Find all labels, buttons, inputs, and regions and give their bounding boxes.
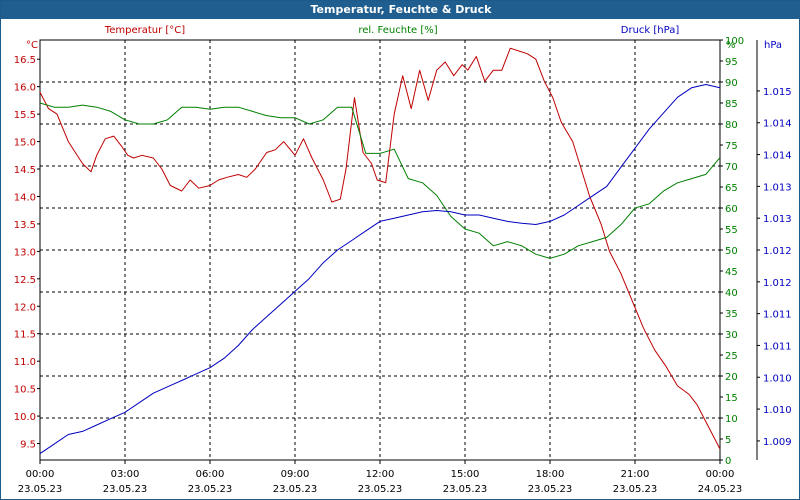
humidity-series-label: rel. Feuchte [%] [358,25,437,36]
temp-tick-label: 16.5 [14,55,36,66]
humidity-tick-label: 95 [725,57,738,68]
humidity-tick-label: 90 [725,78,738,89]
temp-tick-label: 15.0 [14,138,36,149]
humidity-tick-label: 100 [725,36,744,47]
pressure-line [39,84,721,455]
x-tick-date: 23.05.23 [528,484,573,495]
humidity-tick-label: 5 [725,435,731,446]
temp-tick-label: 14.5 [14,165,36,176]
tick-labels: 00:00 23.05.23 03:00 23.05.23 06:00 23.05.23 0… [14,36,792,495]
x-tick-date: 23.05.23 [188,484,233,495]
temp-tick-label: 11.0 [14,357,36,368]
temp-tick-label: 12.5 [14,275,36,286]
axis-labels: °C Temperatur [°C] rel. Feuchte [%] Druc… [26,25,782,51]
humidity-tick-label: 55 [725,225,738,236]
humidity-tick-label: 75 [725,141,738,152]
x-tick-time: 09:00 [281,469,310,480]
pressure-tick-label: 1.011 [763,341,792,352]
temp-tick-label: 12.0 [14,302,36,313]
humidity-tick-label: 60 [725,204,738,215]
x-tick-time: 21:00 [621,469,650,480]
pressure-tick-label: 1.010 [763,405,792,416]
humidity-tick-label: 70 [725,162,738,173]
pressure-tick-label: 1.011 [763,310,792,321]
pressure-unit-label: hPa [764,40,782,51]
series-group [39,47,721,455]
humidity-tick-label: 0 [725,456,731,467]
temp-tick-label: 9.5 [20,440,36,451]
pressure-tick-label: 1.014 [763,119,792,130]
temp-tick-label: 15.5 [14,110,36,121]
pressure-tick-label: 1.013 [763,182,792,193]
temp-tick-label: 11.5 [14,330,36,341]
humidity-tick-label: 30 [725,330,738,341]
pressure-tick-label: 1.013 [763,214,792,225]
pressure-tick-label: 1.012 [763,278,792,289]
temp-series-label: Temperatur [°C] [104,25,185,36]
pressure-tick-label: 1.012 [763,246,792,257]
humidity-tick-label: 10 [725,414,738,425]
pressure-tick-label: 1.010 [763,373,792,384]
temperature-line [39,47,721,450]
temp-unit-label: °C [26,40,38,51]
x-tick-time: 06:00 [196,469,225,480]
temp-tick-label: 13.5 [14,220,36,231]
pressure-tick-label: 1.009 [763,437,792,448]
x-tick-date: 23.05.23 [103,484,148,495]
x-tick-time: 00:00 [706,469,735,480]
x-tick-time: 15:00 [451,469,480,480]
humidity-tick-label: 35 [725,309,738,320]
humidity-line [39,102,721,259]
temp-tick-label: 16.0 [14,83,36,94]
humidity-tick-label: 50 [725,246,738,257]
x-tick-date: 23.05.23 [18,484,63,495]
x-tick-date: 23.05.23 [443,484,488,495]
humidity-tick-label: 25 [725,351,738,362]
humidity-unit-label: % [726,40,736,51]
pressure-tick-label: 1.014 [763,151,792,162]
humidity-tick-label: 20 [725,372,738,383]
temp-tick-label: 14.0 [14,192,36,203]
x-tick-date: 23.05.23 [613,484,658,495]
x-tick-time: 18:00 [536,469,565,480]
humidity-tick-label: 85 [725,99,738,110]
x-tick-date: 23.05.23 [273,484,318,495]
temp-tick-label: 10.5 [14,385,36,396]
humidity-tick-label: 80 [725,120,738,131]
humidity-tick-label: 65 [725,183,738,194]
chart-title: Temperatur, Feuchte & Druck [1,1,800,19]
grid-lines [40,40,720,460]
x-tick-date: 24.05.23 [698,484,743,495]
humidity-tick-label: 45 [725,267,738,278]
pressure-tick-label: 1.015 [763,87,792,98]
humidity-tick-label: 40 [725,288,738,299]
pressure-series-label: Druck [hPa] [621,25,680,36]
humidity-tick-label: 15 [725,393,738,404]
temp-tick-label: 10.0 [14,412,36,423]
temp-tick-label: 13.0 [14,247,36,258]
x-tick-time: 12:00 [366,469,395,480]
x-tick-date: 23.05.23 [358,484,403,495]
x-tick-time: 00:00 [26,469,55,480]
x-tick-time: 03:00 [111,469,140,480]
